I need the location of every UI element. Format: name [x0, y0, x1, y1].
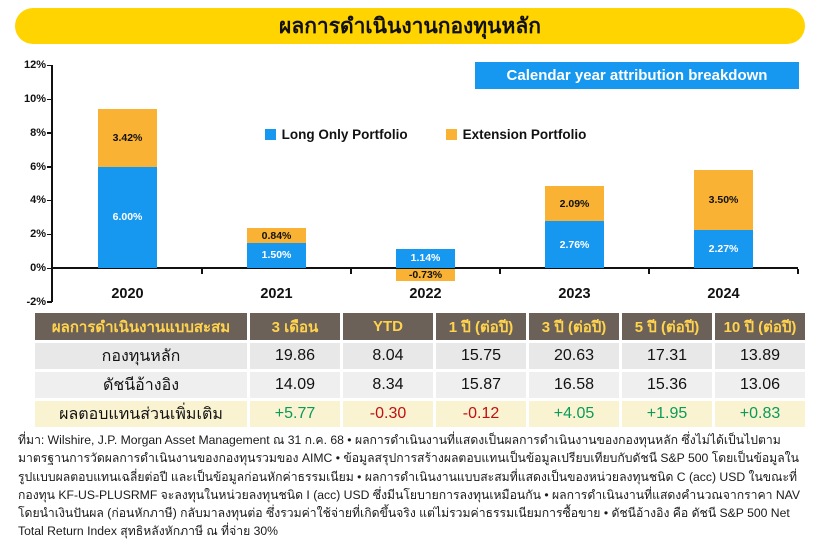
- page-title-banner: ผลการดำเนินงานกองทุนหลัก: [15, 8, 805, 44]
- y-axis-tick-mark: [47, 301, 52, 303]
- y-axis-tick-mark: [47, 98, 52, 100]
- x-axis-category-label: 2020: [111, 286, 144, 302]
- y-axis-tick-label: 8%: [30, 126, 46, 139]
- bar-value-label: 2.76%: [559, 238, 590, 251]
- bar-value-label: 0.84%: [261, 229, 292, 242]
- table-cell: 20.63: [529, 343, 619, 369]
- bar-value-label: 6.00%: [112, 211, 143, 224]
- table-cell: 19.86: [250, 343, 340, 369]
- performance-table: ผลการดำเนินงานแบบสะสม 3 เดือน YTD 1 ปี (ต่อ…: [35, 313, 805, 427]
- x-axis-category-label: 2022: [409, 286, 442, 302]
- bar-segment-long-only: 1.14%: [396, 248, 455, 268]
- bar-segment-long-only: 6.00%: [98, 166, 157, 268]
- x-axis-tick-mark: [201, 269, 203, 274]
- table-row-label: ผลตอบแทนส่วนเพิ่มเติม: [35, 401, 247, 427]
- legend-swatch-icon: [445, 129, 457, 140]
- table-row-label: กองทุนหลัก: [35, 343, 247, 369]
- legend-label: Long Only Portfolio: [281, 127, 408, 142]
- bar-segment-extension: -0.73%: [396, 269, 455, 282]
- x-axis-tick-mark: [797, 269, 799, 274]
- chart-badge: Calendar year attribution breakdown: [475, 62, 799, 89]
- y-axis-line: [51, 65, 53, 302]
- y-axis-tick-mark: [47, 267, 52, 269]
- page-title: ผลการดำเนินงานกองทุนหลัก: [279, 14, 541, 38]
- table-cell: 8.04: [343, 343, 433, 369]
- bar-segment-extension: 3.42%: [98, 108, 157, 167]
- y-axis-tick-label: 2%: [30, 228, 46, 241]
- table-header-cell: 1 ปี (ต่อปี): [436, 313, 526, 340]
- table-cell: +1.95: [622, 401, 712, 427]
- legend-label: Extension Portfolio: [462, 127, 587, 142]
- x-axis-tick-mark: [648, 269, 650, 274]
- bar-segment-extension: 2.09%: [545, 186, 604, 222]
- bar-segment-long-only: 2.76%: [545, 221, 604, 268]
- bar-value-label: 3.42%: [112, 131, 143, 144]
- footnote: ที่มา: Wilshire, J.P. Morgan Asset Manag…: [18, 433, 801, 539]
- x-axis-category-label: 2021: [260, 286, 293, 302]
- table-cell: 15.87: [436, 372, 526, 398]
- table-cell: 16.58: [529, 372, 619, 398]
- table-header-cell: 5 ปี (ต่อปี): [622, 313, 712, 340]
- table-row-label: ดัชนีอ้างอิง: [35, 372, 247, 398]
- bar-value-label: 1.50%: [261, 249, 292, 262]
- y-axis-tick-label: 10%: [23, 93, 46, 105]
- table-header-cell: ผลการดำเนินงานแบบสะสม: [35, 313, 247, 340]
- y-axis-tick-mark: [47, 199, 52, 202]
- y-axis-tick-label: 12%: [23, 59, 46, 72]
- bar-segment-long-only: 1.50%: [247, 242, 306, 268]
- legend-item-long-only: Long Only Portfolio: [264, 127, 408, 142]
- bar-value-label: -0.73%: [408, 269, 443, 282]
- table-cell: 14.09: [250, 372, 340, 398]
- table-cell: +0.83: [715, 401, 805, 427]
- table-cell: -0.30: [343, 401, 433, 427]
- table-header-cell: 3 เดือน: [250, 313, 340, 340]
- table-cell: 15.36: [622, 372, 712, 398]
- table-cell: +5.77: [250, 401, 340, 427]
- table-header-cell: 3 ปี (ต่อปี): [529, 313, 619, 340]
- table-cell: 13.06: [715, 372, 805, 398]
- table-cell: 13.89: [715, 343, 805, 369]
- y-axis-tick-label: 6%: [30, 160, 46, 173]
- bar-value-label: 2.27%: [708, 242, 739, 255]
- y-axis-tick-mark: [47, 233, 52, 236]
- y-axis-tick-mark: [47, 166, 52, 168]
- table-header-cell: 10 ปี (ต่อปี): [715, 313, 805, 340]
- table-cell: 15.75: [436, 343, 526, 369]
- legend-swatch-icon: [264, 129, 276, 140]
- y-axis-tick-label: -2%: [26, 295, 46, 308]
- x-axis-category-label: 2024: [707, 286, 740, 302]
- table-cell: +4.05: [529, 401, 619, 427]
- table-cell: -0.12: [436, 401, 526, 427]
- x-axis-category-label: 2023: [558, 286, 591, 302]
- x-axis-tick-mark: [499, 269, 501, 274]
- table-cell: 17.31: [622, 343, 712, 369]
- y-axis-tick-label: 0%: [30, 262, 46, 274]
- legend-item-extension: Extension Portfolio: [445, 127, 587, 142]
- y-axis-tick-label: 4%: [30, 194, 46, 207]
- bar-segment-long-only: 2.27%: [694, 229, 753, 268]
- chart-legend: Long Only Portfolio Extension Portfolio: [53, 127, 798, 142]
- bar-value-label: 2.09%: [559, 197, 590, 210]
- table-header-cell: YTD: [343, 313, 433, 340]
- y-axis-tick-mark: [47, 132, 52, 134]
- attribution-bar-chart: Calendar year attribution breakdown Long…: [0, 55, 820, 313]
- bar-segment-extension: 3.50%: [694, 170, 753, 230]
- y-axis-tick-mark: [47, 64, 52, 67]
- table-cell: 8.34: [343, 372, 433, 398]
- bar-value-label: 1.14%: [410, 252, 441, 265]
- bar-segment-extension: 0.84%: [247, 228, 306, 243]
- x-axis-line: [53, 267, 798, 269]
- x-axis-tick-mark: [350, 269, 352, 274]
- bar-value-label: 3.50%: [708, 194, 739, 207]
